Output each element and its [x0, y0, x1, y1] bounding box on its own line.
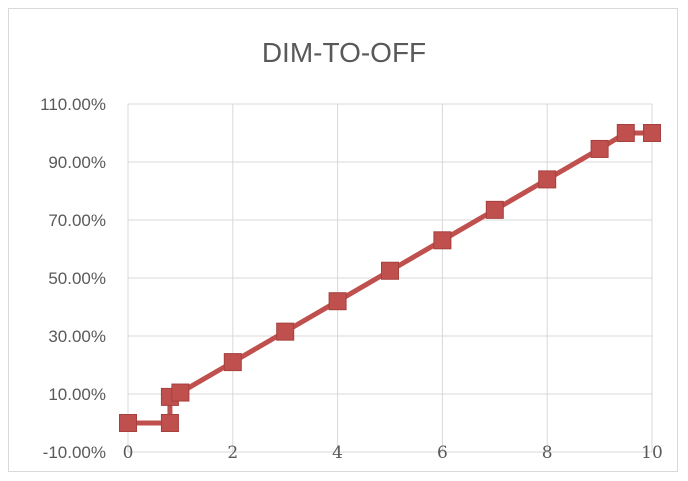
- y-tick-label: 30.00%: [48, 327, 106, 346]
- x-axis-ticks: 0 2 4 6 8 10: [123, 443, 663, 463]
- data-point-marker: [171, 383, 190, 402]
- data-series: [119, 124, 661, 432]
- x-tick-label: 4: [332, 443, 343, 463]
- x-tick-label: 6: [437, 443, 448, 463]
- data-point-marker: [590, 139, 609, 158]
- y-tick-label: 70.00%: [48, 211, 106, 230]
- data-point-marker: [643, 124, 661, 142]
- y-tick-label: 110.00%: [40, 95, 106, 114]
- data-point-marker: [616, 124, 635, 142]
- data-point-marker: [328, 292, 347, 311]
- y-tick-label: 10.00%: [48, 385, 106, 404]
- data-point-marker: [381, 261, 399, 280]
- chart-area: [8, 8, 678, 472]
- gridlines: [127, 103, 653, 453]
- data-point-marker: [223, 353, 242, 372]
- data-point-marker: [433, 231, 452, 250]
- y-axis-ticks: 110.00% 90.00% 70.00% 50.00% 30.00% 10.00% -10…: [40, 95, 106, 462]
- x-tick-label: 2: [227, 443, 238, 463]
- chart-title: DIM-TO-OFF: [262, 37, 426, 68]
- x-tick-label: 8: [542, 443, 553, 463]
- y-tick-label: 90.00%: [48, 153, 106, 172]
- data-point-marker: [119, 414, 137, 432]
- data-point-marker: [276, 322, 295, 341]
- y-tick-label: 50.00%: [48, 269, 106, 288]
- data-point-marker: [485, 200, 504, 219]
- data-point-marker: [160, 414, 179, 432]
- x-tick-label: 10: [641, 443, 663, 463]
- y-tick-label: -10.00%: [43, 443, 106, 462]
- data-point-marker: [538, 170, 557, 189]
- x-tick-label: 0: [123, 443, 134, 463]
